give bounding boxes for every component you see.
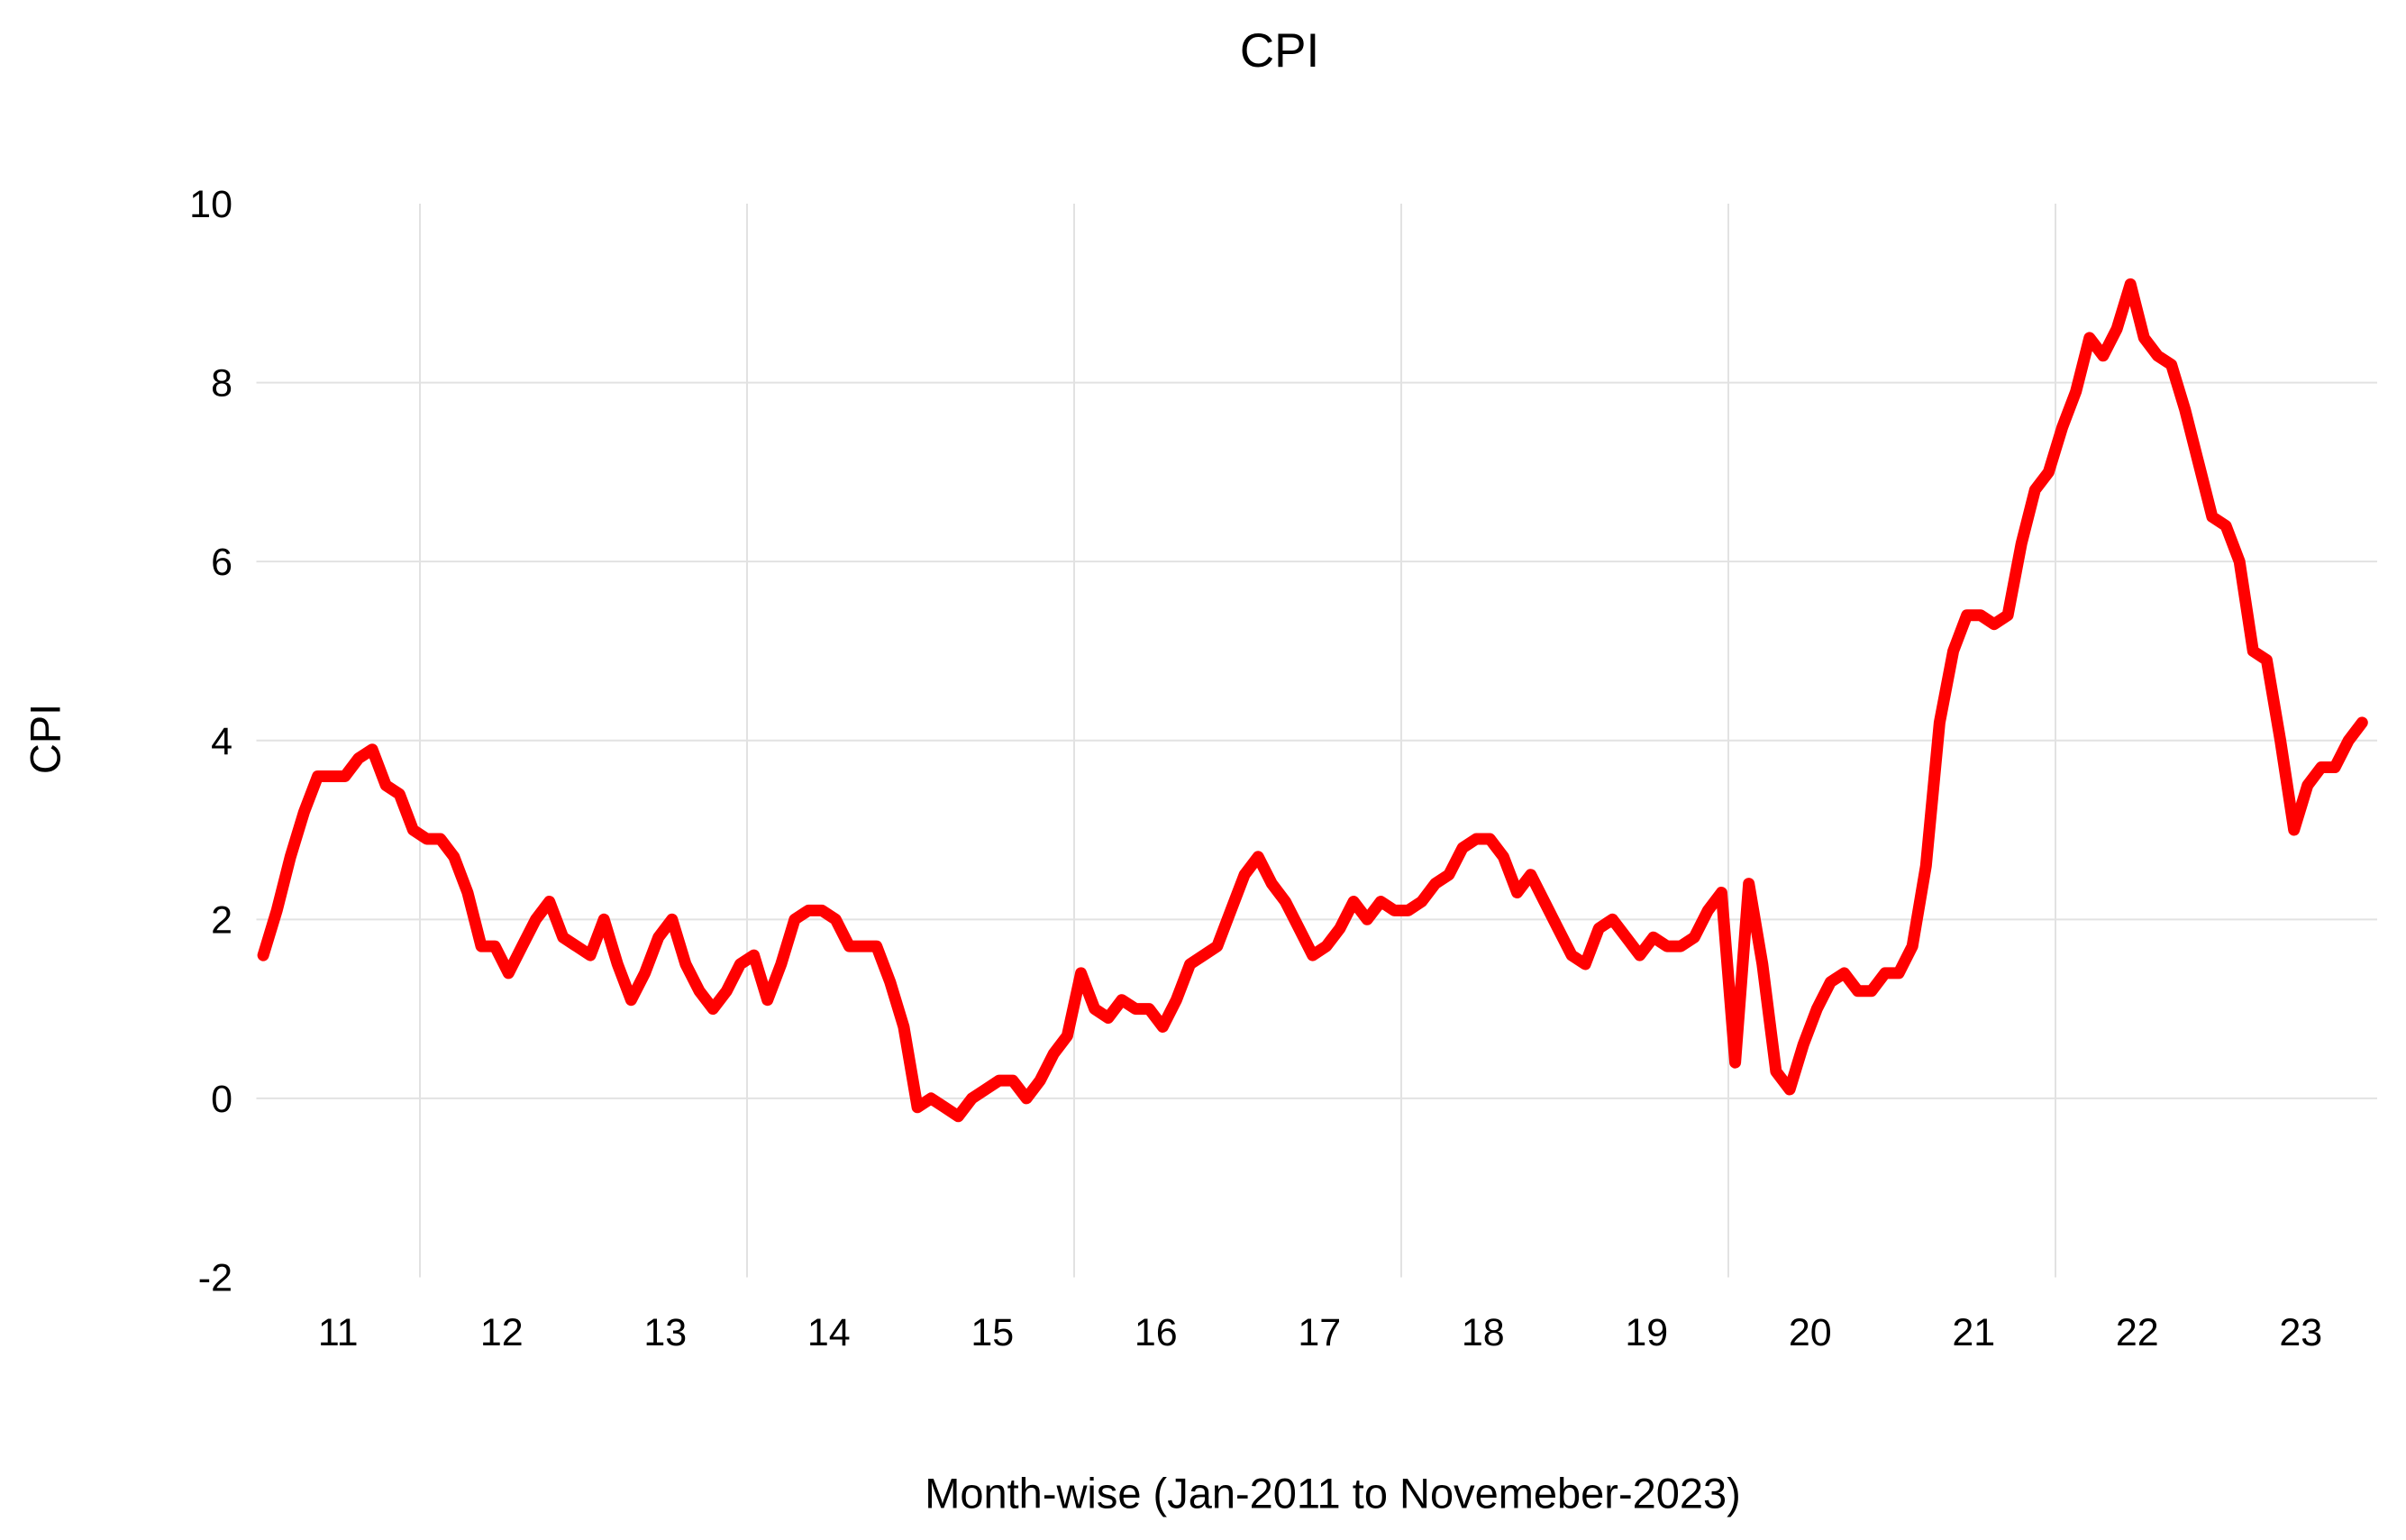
cpi-line	[257, 278, 2368, 1123]
x-tick-label: 12	[480, 1311, 524, 1354]
y-tick-label: 8	[211, 362, 232, 406]
x-axis-title: Month-wise (Jan-2011 to Novemeber-2023)	[925, 1469, 1741, 1517]
y-tick-label: -2	[198, 1257, 232, 1300]
y-tick-label: 10	[189, 183, 232, 226]
x-tick-label: 11	[318, 1311, 359, 1354]
x-tick-label: 22	[2116, 1311, 2159, 1354]
x-tick-label: 17	[1298, 1311, 1341, 1354]
y-axis-title: CPI	[21, 703, 69, 775]
x-tick-label: 20	[1789, 1311, 1832, 1354]
gridlines	[256, 204, 2377, 1278]
x-tick-label: 14	[807, 1311, 851, 1354]
x-tick-label: 15	[971, 1311, 1014, 1354]
x-tick-label: 13	[643, 1311, 687, 1354]
x-tick-label: 16	[1135, 1311, 1178, 1354]
y-tick-label: 2	[211, 898, 232, 942]
y-tick-label: 6	[211, 541, 232, 584]
y-tick-label: 0	[211, 1078, 232, 1121]
x-tick-label: 23	[2279, 1311, 2322, 1354]
x-tick-label: 21	[1952, 1311, 1995, 1354]
y-tick-label: 4	[211, 720, 232, 763]
data-series	[257, 278, 2368, 1123]
chart-title: CPI	[1239, 24, 1320, 77]
x-tick-label: 18	[1462, 1311, 1505, 1354]
x-tick-label: 19	[1625, 1311, 1668, 1354]
